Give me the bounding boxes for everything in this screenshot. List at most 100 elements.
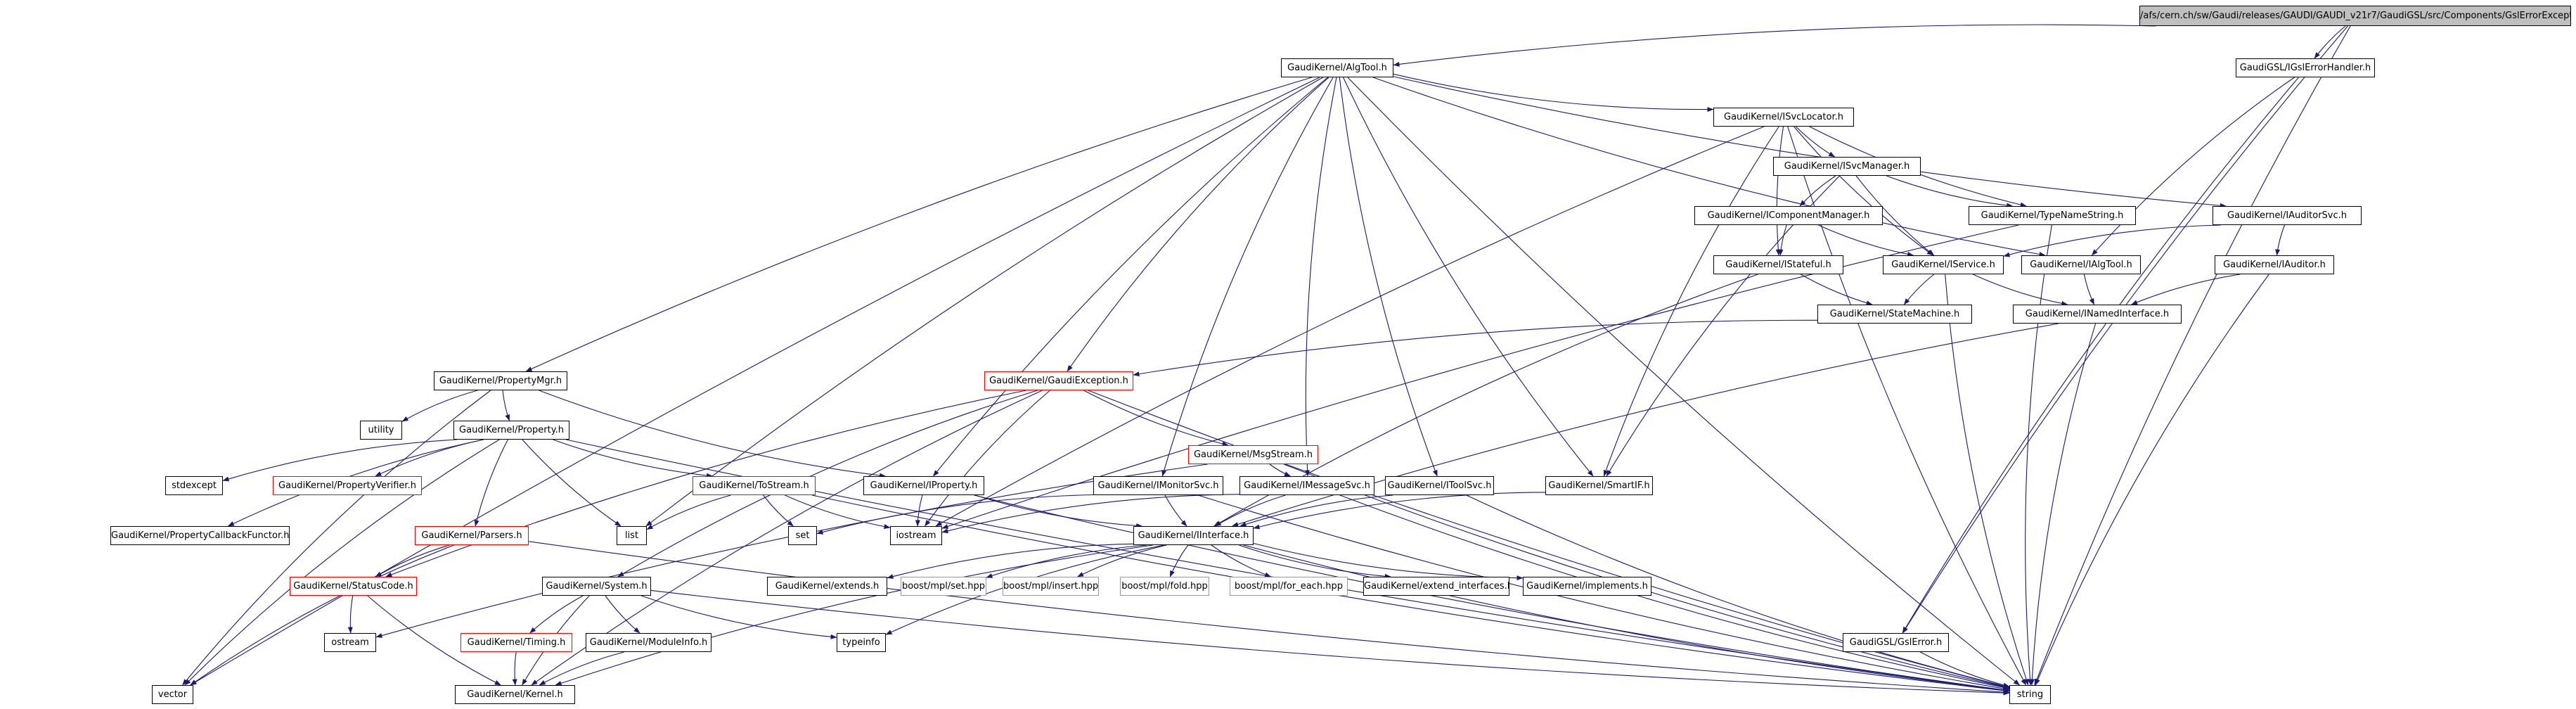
include-edge-algtool-smartif (1343, 77, 1594, 477)
include-edge-algtool-ialgtool (1372, 77, 2046, 257)
include-edge-propertymgr-utility (401, 390, 478, 422)
include-edge-algtool-string (1347, 77, 2020, 686)
graph-node-mplfold[interactable]: boost/mpl/fold.hpp (1120, 577, 1209, 596)
include-edge-algtool-gaudiexception (1067, 77, 1329, 372)
include-edge-parsers-string (528, 541, 2010, 695)
include-edge-ialgtool-inamedinterface (2083, 274, 2095, 305)
graph-node-mplset[interactable]: boost/mpl/set.hpp (901, 577, 986, 596)
graph-node-moduleinfo[interactable]: GaudiKernel/ModuleInfo.h (586, 633, 711, 652)
include-edge-isvclocator-istateful (1775, 126, 1784, 256)
include-edge-gslerror-string (1920, 651, 2010, 688)
include-edge-igslerrorhandler-ialgtool (2091, 77, 2295, 256)
include-edge-itoolsvc-iinterface (1239, 494, 1393, 527)
graph-node-typeinfo[interactable]: typeinfo (837, 633, 886, 652)
include-edge-isvclocator-smartif (1603, 126, 1779, 477)
graph-node-parsers[interactable]: GaudiKernel/Parsers.h (415, 526, 529, 545)
graph-node-ialgtool[interactable]: GaudiKernel/IAlgTool.h (2021, 255, 2141, 274)
graph-node-extendinterfaces[interactable]: GaudiKernel/extend_interfaces.h (1363, 577, 1509, 596)
graph-node-isvclocator[interactable]: GaudiKernel/ISvcLocator.h (1713, 108, 1854, 127)
include-edge-property-propertycallbackfunctor (227, 439, 484, 527)
include-edge-propertymgr-iproperty (539, 390, 886, 478)
include-edge-gaudiexception-iostream (925, 390, 1050, 527)
graph-node-kernel[interactable]: GaudiKernel/Kernel.h (455, 685, 575, 704)
graph-node-imonitorsvc[interactable]: GaudiKernel/IMonitorSvc.h (1093, 476, 1223, 495)
graph-node-vector[interactable]: vector (152, 685, 193, 704)
include-edge-algtool-list (645, 77, 1323, 527)
graph-node-inamedinterface[interactable]: GaudiKernel/INamedInterface.h (2013, 305, 2182, 324)
graph-node-gaudiexception[interactable]: GaudiKernel/GaudiException.h (984, 371, 1133, 390)
include-edge-isvclocator-iostream (935, 126, 1765, 527)
graph-node-iauditor[interactable]: GaudiKernel/IAuditor.h (2215, 255, 2334, 274)
graph-node-tostream[interactable]: GaudiKernel/ToStream.h (693, 476, 816, 495)
graph-node-smartif[interactable]: GaudiKernel/SmartIF.h (1545, 476, 1653, 495)
graph-root-node: /afs/cern.ch/sw/Gaudi/releases/GAUDI/GAU… (2139, 6, 2571, 26)
include-edge-inamedinterface-string (2029, 323, 2097, 686)
include-edge-root-string (2034, 25, 2351, 686)
graph-node-propertycallbackfunctor[interactable]: GaudiKernel/PropertyCallbackFunctor.h (110, 526, 290, 545)
graph-node-igslerrorhandler[interactable]: GaudiGSL/IGslErrorHandler.h (2236, 58, 2375, 77)
graph-node-set[interactable]: set (788, 526, 817, 545)
graph-node-ostream[interactable]: ostream (324, 633, 376, 652)
graph-node-utility[interactable]: utility (360, 421, 402, 440)
include-edge-iproperty-iostream (915, 494, 923, 527)
graph-node-iservice[interactable]: GaudiKernel/IService.h (1883, 255, 2004, 274)
graph-node-iproperty[interactable]: GaudiKernel/IProperty.h (863, 476, 984, 495)
graph-node-string[interactable]: string (2009, 685, 2051, 704)
include-edge-system-timing (529, 595, 584, 634)
include-edge-iinterface-string (1243, 544, 2010, 693)
include-edge-tostream-set (763, 494, 794, 527)
graph-node-isvcmanager[interactable]: GaudiKernel/ISvcManager.h (1773, 157, 1921, 176)
graph-node-istateful[interactable]: GaudiKernel/IStateful.h (1713, 255, 1843, 274)
include-edge-tostream-string (811, 494, 2010, 694)
include-edge-tostream-list (646, 494, 731, 530)
graph-node-imessagesvc[interactable]: GaudiKernel/IMessageSvc.h (1239, 476, 1374, 495)
graph-node-icomponentmanager[interactable]: GaudiKernel/IComponentManager.h (1694, 206, 1883, 225)
include-edge-tostream-iostream (785, 494, 891, 530)
include-edge-iservice-inamedinterface (1972, 274, 2068, 306)
include-edge-statuscode-kernel (367, 595, 501, 686)
graph-node-gslerror[interactable]: GaudiGSL/GslError.h (1843, 633, 1949, 652)
include-edge-itoolsvc-string (1466, 494, 2010, 689)
graph-node-iinterface[interactable]: GaudiKernel/IInterface.h (1133, 526, 1254, 545)
graph-node-list[interactable]: list (617, 526, 647, 545)
include-edge-parsers-statuscode (375, 544, 450, 577)
graph-node-mplinsert[interactable]: boost/mpl/insert.hpp (1003, 577, 1099, 596)
include-edge-smartif-iinterface (1253, 492, 1546, 530)
graph-node-implements[interactable]: GaudiKernel/implements.h (1523, 577, 1651, 596)
graph-node-algtool[interactable]: GaudiKernel/AlgTool.h (1281, 58, 1393, 77)
graph-node-statemachine[interactable]: GaudiKernel/StateMachine.h (1817, 305, 1972, 324)
include-edge-iinterface-mplforeach (1211, 544, 1272, 577)
include-edge-imessagesvc-string (1339, 494, 2010, 690)
graph-node-mplforeach[interactable]: boost/mpl/for_each.hpp (1230, 577, 1348, 596)
graph-node-propertyverifier[interactable]: GaudiKernel/PropertyVerifier.h (273, 476, 422, 495)
include-edge-iservice-statemachine (1903, 274, 1935, 305)
include-edge-imonitorsvc-set (816, 494, 1094, 535)
include-edge-property-vector (184, 439, 500, 686)
graph-node-iostream[interactable]: iostream (890, 526, 942, 545)
graph-node-statuscode[interactable]: GaudiKernel/StatusCode.h (290, 577, 417, 596)
graph-node-itoolsvc[interactable]: GaudiKernel/IToolSvc.h (1385, 476, 1494, 495)
graph-node-property[interactable]: GaudiKernel/Property.h (453, 421, 569, 440)
include-edge-iinterface-extends (887, 543, 1134, 579)
graph-node-propertymgr[interactable]: GaudiKernel/PropertyMgr.h (434, 371, 567, 390)
graph-node-typenamestring[interactable]: GaudiKernel/TypeNameString.h (1969, 206, 2136, 225)
graph-node-msgstream[interactable]: GaudiKernel/MsgStream.h (1188, 445, 1318, 464)
include-edge-typenamestring-string (2025, 224, 2052, 686)
graph-node-timing[interactable]: GaudiKernel/Timing.h (461, 633, 572, 652)
include-edge-iproperty-string (974, 494, 2010, 693)
include-edge-isvclocator-isvcmanager (1796, 126, 1836, 158)
include-edge-iinterface-kernel (555, 544, 1153, 686)
include-edge-gaudiexception-system (617, 390, 1038, 577)
include-edge-iauditorsvc-iservice (2003, 224, 2221, 257)
include-edge-typenamestring-iostream (941, 224, 2019, 529)
include-edge-propertymgr-property (502, 390, 510, 421)
graph-node-stdexcept[interactable]: stdexcept (165, 476, 223, 495)
graph-node-extends[interactable]: GaudiKernel/extends.h (767, 577, 887, 596)
include-edge-iinterface-extendinterfaces (1239, 544, 1391, 579)
include-edge-moduleinfo-kernel (539, 651, 624, 686)
graph-node-system[interactable]: GaudiKernel/System.h (542, 577, 651, 596)
include-edge-igslerrorhandler-gslerror (1902, 77, 2299, 634)
graph-node-iauditorsvc[interactable]: GaudiKernel/IAuditorSvc.h (2213, 206, 2362, 225)
